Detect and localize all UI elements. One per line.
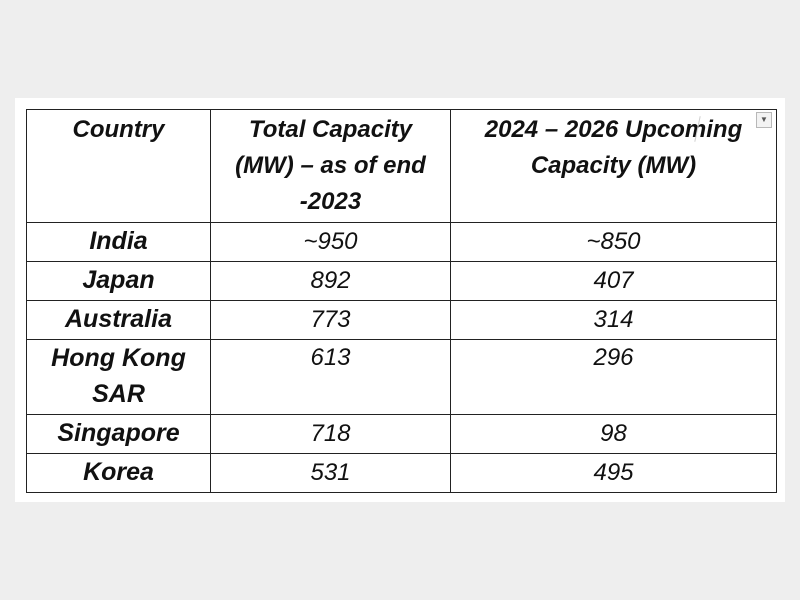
country-cell: Australia (26, 300, 211, 340)
total-capacity-cell: 718 (210, 414, 451, 454)
total-capacity-cell: 531 (210, 453, 451, 493)
table-row: Singapore 718 98 (26, 414, 777, 454)
table-row: Hong Kong SAR 613 296 (26, 339, 777, 415)
capacity-table: Country Total Capacity (MW) – as of end … (26, 109, 777, 493)
table-row: Korea 531 495 (26, 453, 777, 493)
upcoming-capacity-cell: 407 (450, 261, 777, 301)
column-header-upcoming-capacity: 2024 – 2026 Upcoming Capacity (MW) ▼ (450, 109, 777, 223)
country-cell: Japan (26, 261, 211, 301)
country-cell: Singapore (26, 414, 211, 454)
chevron-down-icon[interactable]: ▼ (756, 112, 772, 128)
header-row: Country Total Capacity (MW) – as of end … (26, 109, 777, 223)
country-cell: Hong Kong SAR (26, 339, 211, 415)
total-capacity-cell: ~950 (210, 222, 451, 262)
upcoming-capacity-cell: ~850 (450, 222, 777, 262)
table-row: Japan 892 407 (26, 261, 777, 301)
column-header-upcoming-label: 2024 – 2026 Upcoming Capacity (MW) (484, 116, 743, 179)
table-row: India ~950 ~850 (26, 222, 777, 262)
column-header-total-capacity: Total Capacity (MW) – as of end -2023 (210, 109, 451, 223)
table-row: Australia 773 314 (26, 300, 777, 340)
column-header-country: Country (26, 109, 211, 223)
total-capacity-cell: 613 (210, 339, 451, 415)
country-cell: India (26, 222, 211, 262)
table-card: Country Total Capacity (MW) – as of end … (15, 98, 785, 502)
total-capacity-cell: 773 (210, 300, 451, 340)
total-capacity-cell: 892 (210, 261, 451, 301)
upcoming-capacity-cell: 314 (450, 300, 777, 340)
upcoming-capacity-cell: 495 (450, 453, 777, 493)
upcoming-capacity-cell: 296 (450, 339, 777, 415)
country-cell: Korea (26, 453, 211, 493)
upcoming-capacity-cell: 98 (450, 414, 777, 454)
